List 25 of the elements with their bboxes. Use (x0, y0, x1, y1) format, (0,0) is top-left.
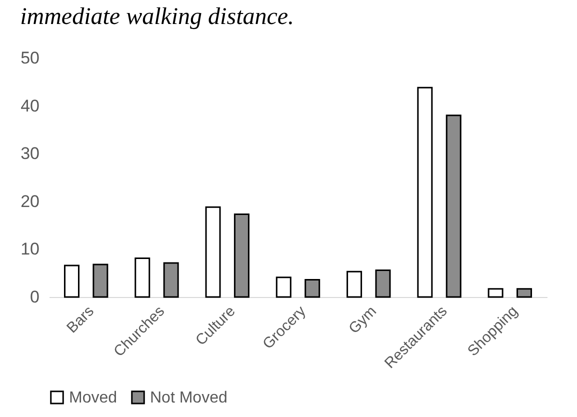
x-tick-label: Bars (64, 302, 98, 337)
bar (417, 86, 433, 298)
bar (64, 264, 80, 298)
y-tick-label: 20 (20, 192, 40, 211)
bar (134, 258, 150, 298)
bar (234, 214, 250, 298)
y-tick-label: 40 (20, 96, 40, 116)
bar (346, 270, 362, 298)
bar (488, 288, 504, 298)
bar (516, 288, 532, 298)
bar (276, 276, 292, 298)
bar (205, 206, 221, 298)
chart-title: immediate walking distance. (20, 4, 294, 30)
bar (446, 114, 462, 298)
legend-label: Moved (69, 389, 118, 406)
x-tick-label: Gym (346, 302, 380, 338)
legend-label: Not Moved (150, 389, 228, 406)
y-tick-label: 50 (20, 48, 40, 68)
bar (304, 279, 320, 298)
bar (163, 262, 179, 298)
y-tick-label: 10 (20, 240, 40, 259)
y-tick-label: 30 (20, 144, 40, 164)
bar (92, 264, 108, 298)
bar (375, 269, 391, 298)
y-tick-label: 0 (30, 288, 40, 306)
